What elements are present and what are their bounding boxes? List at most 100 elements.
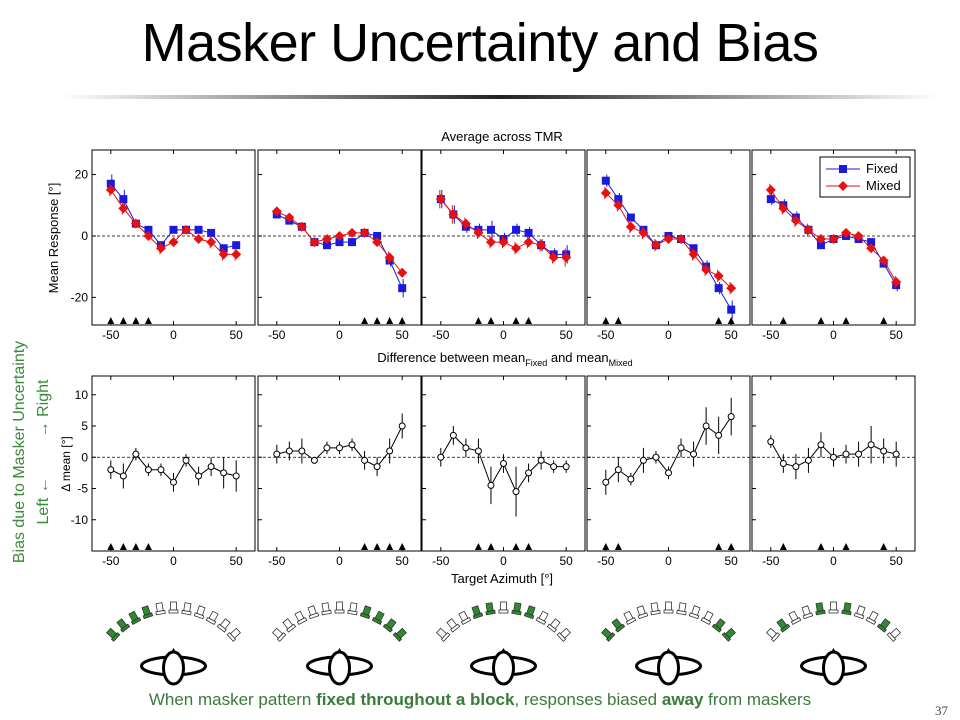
masker-marker (373, 543, 381, 550)
masker-marker (107, 543, 115, 550)
speaker-masker-icon (106, 627, 121, 642)
speaker-icon (766, 627, 781, 642)
masker-marker (386, 317, 394, 324)
data-point (891, 277, 902, 288)
speaker-icon (294, 610, 308, 626)
x-tick-label: -50 (762, 554, 780, 568)
speaker-icon (688, 605, 701, 620)
speaker-masker-icon (141, 605, 154, 620)
data-point (601, 176, 610, 185)
data-point (625, 221, 636, 232)
x-tick-label: -50 (597, 328, 615, 342)
data-point (537, 456, 545, 464)
speaker-masker-icon (776, 618, 791, 633)
y-tick-label: 10 (75, 388, 89, 402)
data-point (296, 221, 307, 232)
series-delta (437, 426, 570, 517)
speaker-icon (676, 602, 687, 616)
page-number: 37 (935, 703, 948, 718)
speaker-icon (168, 601, 179, 614)
data-point (855, 450, 863, 458)
y-tick-label: 20 (75, 168, 89, 182)
legend-box (819, 156, 911, 198)
data-point (105, 184, 116, 195)
data-point (231, 249, 242, 260)
data-point (220, 469, 228, 477)
speaker-masker-icon (611, 618, 626, 633)
x-tick-label: 0 (170, 554, 177, 568)
speaker-icon (663, 601, 674, 614)
data-point (816, 241, 825, 250)
data-point (880, 447, 888, 455)
y-tick-label: 0 (81, 229, 88, 243)
masker-marker (107, 317, 115, 324)
data-point (460, 218, 471, 229)
data-point (195, 472, 203, 480)
speaker-icon (155, 602, 166, 616)
data-point (118, 203, 129, 214)
data-point (335, 238, 344, 247)
data-point (273, 450, 281, 458)
x-tick-label: -50 (268, 554, 286, 568)
masker-marker (474, 317, 482, 324)
panel-frame (586, 375, 751, 552)
speaker-masker-icon (382, 618, 397, 633)
data-point (143, 230, 154, 241)
x-tick-label: -50 (102, 554, 120, 568)
data-point (232, 472, 240, 480)
series-mixed (105, 183, 242, 261)
top-chart-title: Average across TMR (441, 129, 563, 144)
panel-frame (257, 375, 422, 552)
speaker-icon (347, 602, 358, 616)
masker-marker (361, 543, 369, 550)
listener-head-icon (470, 648, 537, 686)
x-tick-label: 0 (336, 554, 343, 568)
speaker-icon (636, 605, 649, 620)
data-point (107, 466, 115, 474)
data-point (892, 450, 900, 458)
speaker-masker-icon (841, 602, 852, 616)
legend-fixed-label: Fixed (866, 161, 898, 176)
data-point (561, 252, 572, 263)
x-tick-label: 50 (725, 554, 739, 568)
masker-marker (715, 317, 723, 324)
x-tick-label: -50 (432, 554, 450, 568)
caption-mid: , responses biased (514, 690, 662, 709)
data-point (828, 234, 839, 245)
data-point (727, 413, 735, 421)
data-point (626, 213, 635, 222)
data-point (790, 215, 801, 226)
speaker-icon (886, 627, 901, 642)
panel-bottom-3: -50 0 50 (421, 375, 586, 568)
listener-head-icon (140, 648, 207, 686)
bottom-y-axis-label: Δ mean [°] (59, 436, 73, 492)
data-point (627, 475, 635, 483)
speaker-masker-icon (601, 627, 616, 642)
data-point (512, 488, 520, 496)
series-mixed (765, 183, 902, 289)
speaker-masker-icon (392, 627, 407, 642)
data-point (334, 230, 345, 241)
masker-marker (880, 317, 888, 324)
masker-marker (779, 543, 787, 550)
speaker-icon (436, 627, 451, 642)
data-point (130, 218, 141, 229)
data-point (727, 305, 736, 314)
series-mixed (435, 189, 572, 267)
speaker-icon (193, 605, 206, 620)
data-point (867, 441, 875, 449)
x-tick-label: 0 (830, 554, 837, 568)
data-point (714, 284, 723, 293)
data-point (878, 255, 889, 266)
x-tick-label: 0 (336, 328, 343, 342)
data-point (398, 284, 407, 293)
x-tick-label: -50 (762, 328, 780, 342)
panel-top-2: -50 0 50 (257, 149, 422, 342)
x-tick-label: -50 (102, 328, 120, 342)
data-point (842, 450, 850, 458)
masker-marker (779, 317, 787, 324)
data-point (524, 228, 533, 237)
data-point (336, 444, 343, 452)
